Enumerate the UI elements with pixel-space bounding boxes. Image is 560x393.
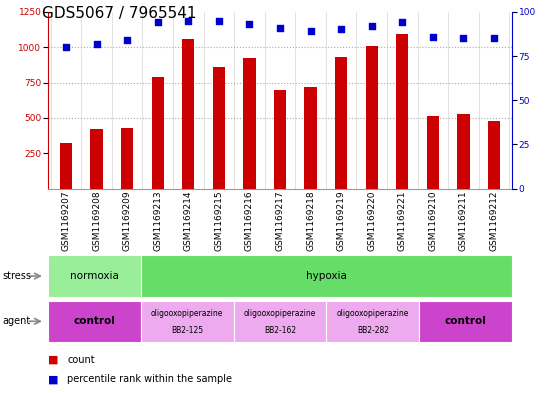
Bar <box>213 67 225 189</box>
Text: BB2-125: BB2-125 <box>171 326 203 335</box>
Point <box>367 23 376 29</box>
Point <box>214 17 223 24</box>
Text: ■: ■ <box>48 354 58 365</box>
Text: BB2-282: BB2-282 <box>357 326 389 335</box>
Text: ■: ■ <box>48 374 58 384</box>
Bar <box>335 57 347 189</box>
Bar <box>488 121 500 189</box>
Point <box>62 44 71 50</box>
Point <box>92 40 101 47</box>
Point <box>337 26 346 33</box>
Point <box>489 35 498 41</box>
Text: control: control <box>445 316 487 326</box>
Point <box>306 28 315 34</box>
Bar <box>274 90 286 189</box>
Point <box>245 21 254 27</box>
Bar <box>121 128 133 189</box>
Text: percentile rank within the sample: percentile rank within the sample <box>67 374 232 384</box>
Point <box>276 24 284 31</box>
Text: BB2-162: BB2-162 <box>264 326 296 335</box>
Bar <box>152 77 164 189</box>
Point <box>459 35 468 41</box>
Point <box>428 33 437 40</box>
Bar <box>243 59 255 189</box>
Bar <box>427 116 439 189</box>
Bar <box>60 143 72 189</box>
Text: agent: agent <box>3 316 31 326</box>
Text: GDS5067 / 7965541: GDS5067 / 7965541 <box>42 6 197 21</box>
Bar <box>182 39 194 189</box>
Text: hypoxia: hypoxia <box>306 271 347 281</box>
Bar <box>90 129 102 189</box>
Point <box>184 17 193 24</box>
Point <box>123 37 132 43</box>
Text: oligooxopiperazine: oligooxopiperazine <box>151 309 223 318</box>
Text: stress: stress <box>3 271 32 281</box>
Point <box>398 19 407 26</box>
Bar <box>396 35 408 189</box>
Text: count: count <box>67 354 95 365</box>
Text: normoxia: normoxia <box>69 271 119 281</box>
Bar <box>305 87 317 189</box>
Point <box>153 19 162 26</box>
Bar <box>366 46 378 189</box>
Bar <box>458 114 470 189</box>
Text: control: control <box>73 316 115 326</box>
Text: oligooxopiperazine: oligooxopiperazine <box>244 309 316 318</box>
Text: oligooxopiperazine: oligooxopiperazine <box>337 309 409 318</box>
